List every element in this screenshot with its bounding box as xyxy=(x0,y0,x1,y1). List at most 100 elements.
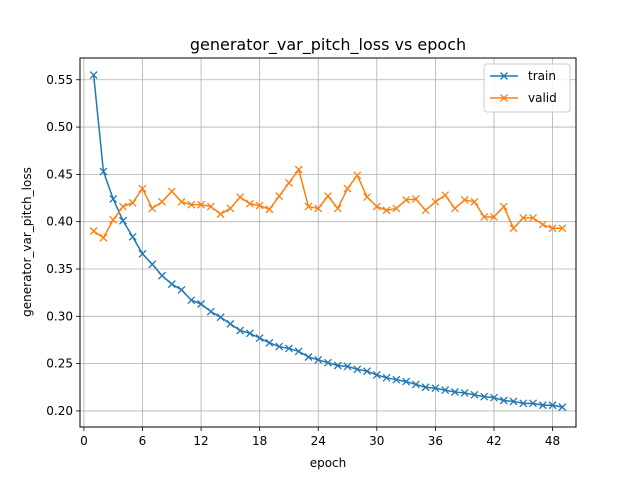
chart-title: generator_var_pitch_loss vs epoch xyxy=(190,35,466,55)
data-point-valid xyxy=(99,233,108,242)
legend-label-train: train xyxy=(528,69,556,83)
y-axis-label: generator_var_pitch_loss xyxy=(20,167,34,317)
series-train xyxy=(89,71,567,412)
grid-lines xyxy=(80,58,576,427)
data-point-valid xyxy=(372,202,381,211)
data-point-train xyxy=(206,307,215,316)
data-point-train xyxy=(363,367,372,376)
data-point-train xyxy=(245,329,254,338)
data-point-valid xyxy=(275,192,284,201)
data-point-valid xyxy=(480,212,489,221)
series-valid xyxy=(89,165,567,242)
data-point-valid xyxy=(509,224,518,233)
x-tick-label: 42 xyxy=(486,434,501,448)
data-point-train xyxy=(499,396,508,405)
x-axis-label: epoch xyxy=(310,456,347,470)
data-point-valid xyxy=(558,224,567,233)
data-point-valid xyxy=(284,178,293,187)
x-axis-ticks: 0 6 12 18 24 30 36 42 48 xyxy=(80,427,560,448)
data-point-valid xyxy=(294,165,303,174)
data-point-train xyxy=(148,260,157,269)
data-point-valid xyxy=(402,195,411,204)
data-point-train xyxy=(333,361,342,370)
data-point-valid xyxy=(460,195,469,204)
series-layer xyxy=(89,71,567,412)
data-point-valid xyxy=(236,193,245,202)
data-point-train xyxy=(392,375,401,384)
y-tick-label: 0.45 xyxy=(46,167,73,181)
data-point-valid xyxy=(167,187,176,196)
y-tick-label: 0.30 xyxy=(46,309,73,323)
data-point-train xyxy=(441,386,450,395)
data-point-train xyxy=(431,384,440,393)
data-point-train xyxy=(109,195,118,203)
data-point-train xyxy=(158,271,166,280)
data-point-train xyxy=(538,401,547,410)
data-point-train xyxy=(128,232,137,241)
data-point-train xyxy=(304,353,313,361)
data-point-valid xyxy=(343,184,352,193)
legend-marker-valid xyxy=(500,94,508,102)
data-point-train xyxy=(343,362,352,371)
data-point-valid xyxy=(304,202,313,211)
x-tick-label: 48 xyxy=(545,434,560,448)
data-point-valid xyxy=(353,171,362,180)
y-tick-label: 0.55 xyxy=(46,73,73,87)
data-point-train xyxy=(236,326,245,335)
data-point-valid xyxy=(392,204,401,213)
data-point-valid xyxy=(119,202,127,211)
data-point-train xyxy=(314,355,323,364)
legend-marker-train xyxy=(500,72,508,80)
x-tick-label: 36 xyxy=(428,434,443,448)
data-point-valid xyxy=(324,192,332,201)
legend-box xyxy=(483,63,571,113)
data-point-train xyxy=(226,319,235,328)
data-point-valid xyxy=(499,202,508,211)
data-point-valid xyxy=(109,215,118,224)
data-point-train xyxy=(138,249,147,258)
data-point-valid xyxy=(128,198,137,207)
legend-item-valid: valid xyxy=(490,91,557,105)
data-point-valid xyxy=(450,204,459,213)
data-point-valid xyxy=(138,184,147,193)
data-point-train xyxy=(89,71,98,79)
data-point-train xyxy=(265,338,274,347)
data-point-train xyxy=(509,397,518,406)
data-point-train xyxy=(548,401,557,410)
legend-item-train: train xyxy=(490,69,556,83)
data-point-train xyxy=(450,388,459,396)
data-point-train xyxy=(255,334,264,343)
data-point-valid xyxy=(519,213,528,222)
data-point-valid xyxy=(382,206,391,215)
data-point-train xyxy=(411,380,420,389)
data-point-valid xyxy=(197,200,206,209)
data-point-valid xyxy=(245,199,254,208)
data-point-valid xyxy=(148,204,157,213)
data-point-valid xyxy=(529,213,537,222)
data-point-train xyxy=(177,285,186,294)
data-point-valid xyxy=(363,193,372,202)
data-point-valid xyxy=(89,227,98,236)
data-point-train xyxy=(294,347,303,356)
data-point-train xyxy=(421,383,430,392)
data-point-train xyxy=(99,167,108,176)
y-tick-label: 0.35 xyxy=(46,262,73,276)
data-point-train xyxy=(353,365,362,374)
data-point-train xyxy=(216,313,225,322)
x-tick-label: 30 xyxy=(369,434,384,448)
data-point-valid xyxy=(158,197,166,206)
data-point-valid xyxy=(226,204,235,213)
data-point-train xyxy=(519,399,528,408)
data-point-valid xyxy=(265,205,274,214)
data-point-valid xyxy=(333,204,342,213)
y-axis-ticks: 0.20 0.25 0.30 0.35 0.40 0.45 0.50 0.55 xyxy=(46,73,80,418)
data-point-valid xyxy=(470,197,479,206)
data-point-train xyxy=(275,342,284,351)
data-point-valid xyxy=(411,195,420,203)
data-point-valid xyxy=(206,202,215,211)
data-point-train xyxy=(119,216,127,225)
data-point-valid xyxy=(255,201,264,210)
data-point-valid xyxy=(431,197,440,206)
legend: train valid xyxy=(483,63,571,113)
